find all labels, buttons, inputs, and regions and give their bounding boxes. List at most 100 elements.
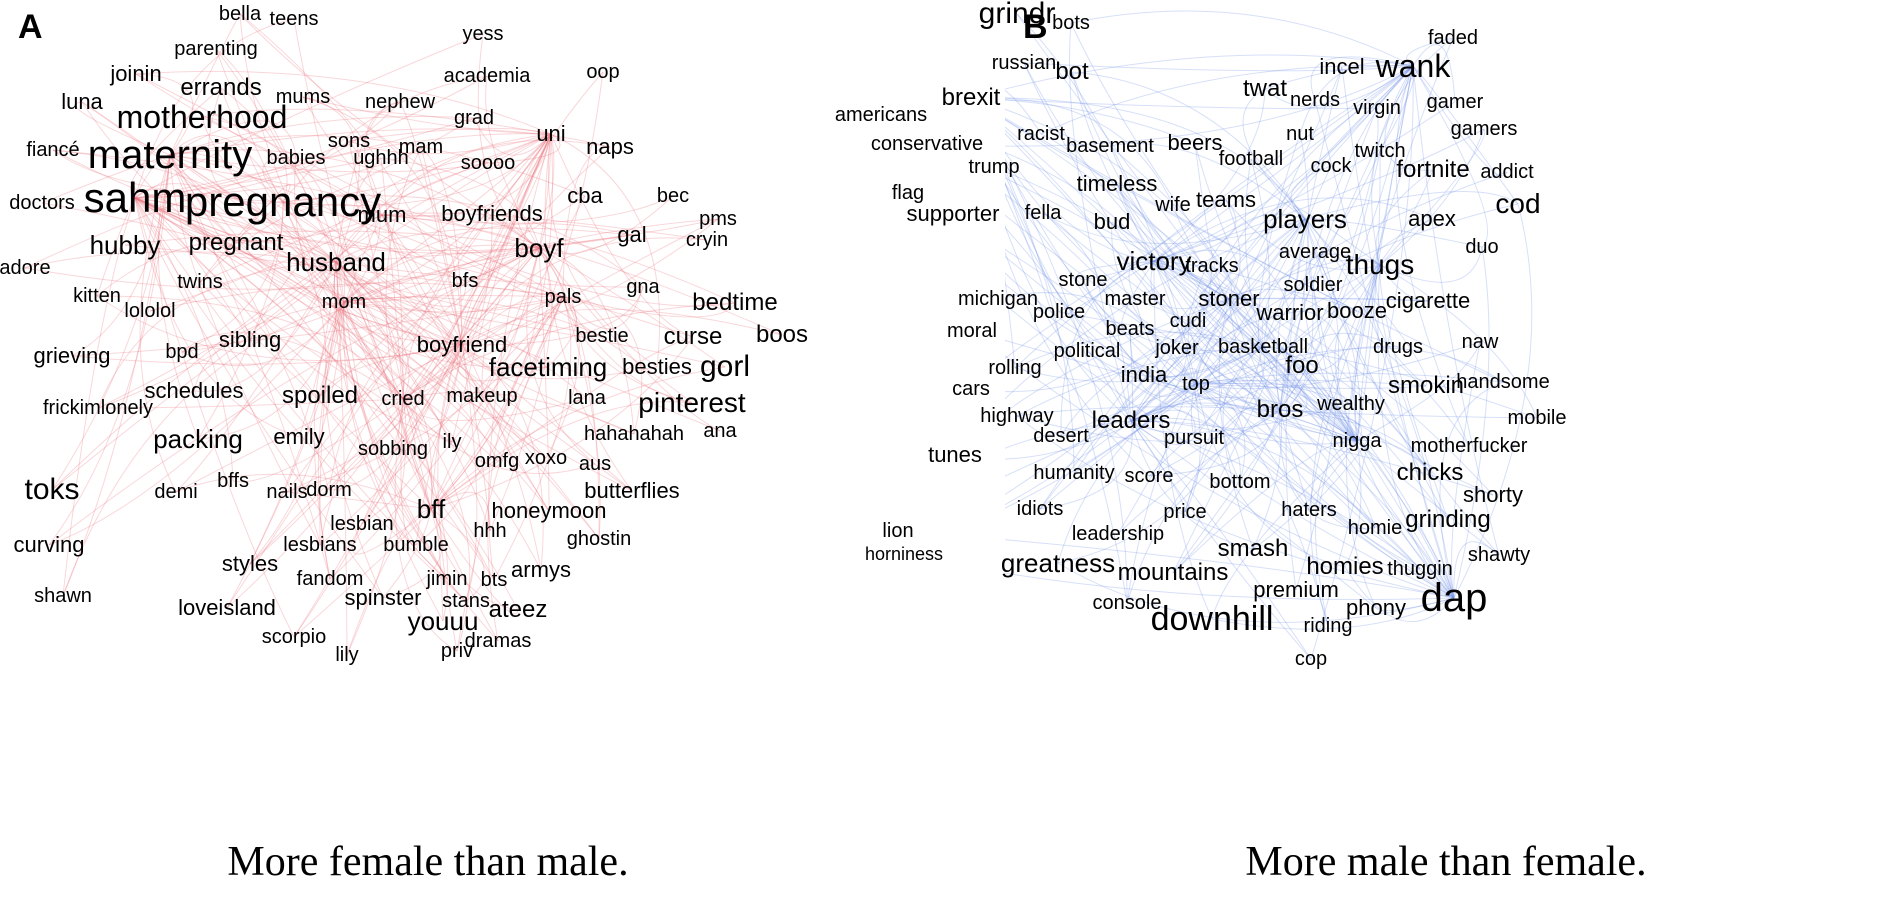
network-edge (335, 261, 404, 450)
word-node: boyfriends (441, 201, 543, 226)
network-edge (1412, 44, 1456, 103)
network-edge (1379, 65, 1416, 152)
network-edge (1228, 298, 1281, 411)
network-edge (134, 183, 337, 263)
network-edge (1005, 99, 1196, 144)
network-edge (1005, 97, 1306, 220)
network-edge (1153, 128, 1485, 262)
network-edge (1345, 264, 1381, 609)
network-edge (169, 154, 330, 491)
word-node: nephew (364, 91, 436, 113)
network-edge (319, 344, 463, 397)
word-node: babies (266, 147, 326, 169)
network-edge (1222, 346, 1264, 483)
network-edge (1262, 346, 1455, 599)
network-edge (215, 48, 432, 510)
network-edge (24, 247, 540, 290)
network-edge (282, 201, 337, 263)
word-node: naps (586, 134, 634, 159)
network-edge (298, 261, 337, 438)
network-edge (335, 261, 499, 642)
word-node: adore (0, 257, 51, 279)
caption-female: More female than male. (227, 839, 629, 885)
network-edge (1130, 420, 1195, 445)
network-edge (1258, 133, 1301, 411)
network-edge (1005, 151, 1155, 262)
word-node: rolling (988, 357, 1042, 379)
network-edge (282, 201, 327, 397)
network-edge (1293, 205, 1381, 266)
word-node: supporter (906, 201, 1000, 226)
network-edge (481, 133, 555, 397)
network-edge (1153, 101, 1456, 262)
network-edge (1005, 158, 1136, 300)
word-node: conservative (870, 133, 984, 155)
word-node: emily (273, 424, 325, 449)
network-edge (1057, 562, 1455, 623)
network-edge (1005, 54, 1414, 90)
word-node: console (1092, 592, 1162, 614)
network-edge (1225, 199, 1241, 300)
word-node: michigan (957, 288, 1039, 310)
network-edge (220, 87, 288, 203)
network-edge (1005, 420, 1132, 506)
network-edge (1153, 260, 1358, 442)
word-node: homies (1306, 553, 1384, 580)
network-edge (313, 301, 345, 580)
word-node: pms (699, 208, 737, 230)
network-edge (1344, 566, 1455, 623)
word-node: bedtime (692, 289, 778, 316)
network-edge (1153, 88, 1266, 262)
network-edge (97, 214, 383, 409)
network-edge (1086, 350, 1358, 445)
word-node: horniness (864, 544, 944, 564)
network-edge (1228, 297, 1429, 302)
network-edge (199, 203, 383, 283)
network-edge (430, 336, 694, 510)
network-edge (235, 240, 337, 263)
word-node: bros (1256, 396, 1304, 423)
network-edge (1130, 345, 1399, 422)
network-edge (169, 154, 463, 346)
word-node: stans (442, 590, 490, 612)
network-edge (328, 247, 540, 491)
network-edge (134, 101, 401, 199)
network-edge (1111, 221, 1197, 385)
network-edge (338, 214, 383, 303)
network-edge (346, 508, 432, 656)
word-node: dap (1420, 576, 1488, 620)
network-edge (235, 183, 291, 244)
network-edge (51, 133, 552, 491)
network-edge (169, 13, 241, 156)
network-edge (381, 133, 552, 217)
network-edge (335, 261, 549, 368)
network-edge (1116, 183, 1281, 411)
word-node: lily (335, 644, 359, 666)
network-edge (402, 398, 449, 622)
network-edge (169, 120, 297, 159)
word-node: soooo (460, 152, 516, 174)
panel-male: grindr bots faded russian bot incel wank americ… (835, 0, 1900, 830)
network-edge (1262, 346, 1358, 442)
network-edge (134, 197, 463, 346)
network-edge (249, 247, 540, 565)
network-edge (1073, 346, 1264, 474)
word-node: spinster (344, 585, 422, 610)
word-node: armys (511, 557, 571, 582)
network-edge (1195, 383, 1421, 570)
network-edge (134, 197, 498, 462)
network-edge (226, 301, 345, 609)
network-edge (430, 459, 503, 510)
network-edge (1262, 346, 1308, 412)
network-edge (333, 261, 444, 622)
word-node: frickimlonely (42, 397, 154, 419)
network-edge (1060, 298, 1230, 437)
network-edge (538, 247, 721, 432)
word-node: mom (321, 291, 367, 313)
network-edge (134, 197, 295, 638)
network-edge (343, 301, 448, 580)
network-edge (1023, 62, 1455, 599)
network-edge (1134, 298, 1358, 442)
network-edge (346, 398, 407, 656)
network-edge (352, 508, 432, 555)
